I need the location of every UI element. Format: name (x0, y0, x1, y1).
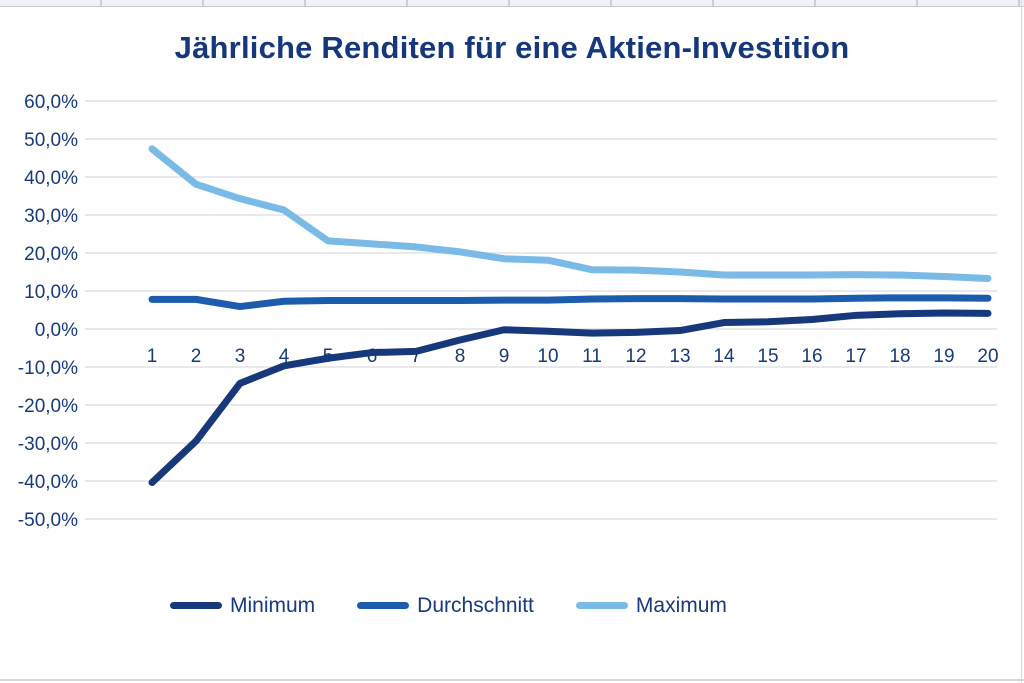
legend-item-minimum: Minimum (170, 595, 315, 616)
legend-label: Maximum (635, 594, 727, 617)
legend-swatch-minimum (170, 602, 222, 609)
x-axis-label: 1 (147, 346, 158, 367)
x-axis-label: 9 (499, 346, 510, 367)
x-axis-label: 7 (411, 346, 422, 367)
series-line-durchschnitt (148, 294, 992, 311)
y-axis-label: 0,0% (35, 320, 78, 341)
y-axis-label: -10,0% (18, 358, 78, 379)
x-axis-label: 2 (191, 346, 202, 367)
x-axis-label: 14 (713, 346, 735, 367)
x-axis-label: 10 (537, 346, 558, 367)
y-axis-label: -50,0% (18, 510, 78, 531)
x-axis-label: 8 (455, 346, 466, 367)
legend-item-durchschnitt: Durchschnitt (357, 595, 534, 616)
x-axis-label: 6 (367, 346, 378, 367)
x-axis-label: 13 (669, 346, 690, 367)
slide-top-border (0, 0, 1024, 7)
x-axis-label: 20 (977, 346, 998, 367)
y-axis-label: 10,0% (24, 282, 78, 303)
legend-label: Minimum (230, 594, 316, 617)
y-axis-label: 60,0% (24, 92, 78, 113)
x-axis-label: 17 (845, 346, 866, 367)
x-axis-label: 12 (625, 346, 646, 367)
y-axis-label: -30,0% (18, 434, 78, 455)
x-axis-label: 16 (801, 346, 822, 367)
y-axis-label: 20,0% (24, 244, 78, 265)
y-axis-label: 50,0% (24, 130, 78, 151)
y-axis-label: 30,0% (24, 206, 78, 227)
chart-title: Jährliche Renditen für eine Aktien-Inves… (174, 30, 850, 65)
x-axis-label: 4 (279, 346, 290, 367)
y-axis-label: 40,0% (24, 168, 78, 189)
legend-swatch-maximum (575, 602, 628, 609)
x-axis-label: 18 (889, 346, 910, 367)
y-axis-label: -20,0% (18, 396, 78, 417)
x-axis-label: 11 (582, 346, 602, 367)
legend-item-maximum: Maximum (575, 594, 727, 617)
legend-swatch-durchschnitt (357, 602, 410, 609)
chart-legend: Minimum Durchschnitt Maximum (170, 595, 727, 616)
x-axis-label: 19 (933, 346, 954, 367)
series-line-maximum (148, 145, 992, 282)
x-axis-label: 15 (757, 346, 778, 367)
slide-bottom-border (0, 679, 1024, 681)
series-line-minimum (148, 309, 992, 487)
x-axis-label: 3 (235, 346, 246, 367)
slide-right-border (1021, 0, 1022, 683)
legend-label: Durchschnitt (417, 594, 534, 617)
y-axis-label: -40,0% (18, 472, 78, 493)
